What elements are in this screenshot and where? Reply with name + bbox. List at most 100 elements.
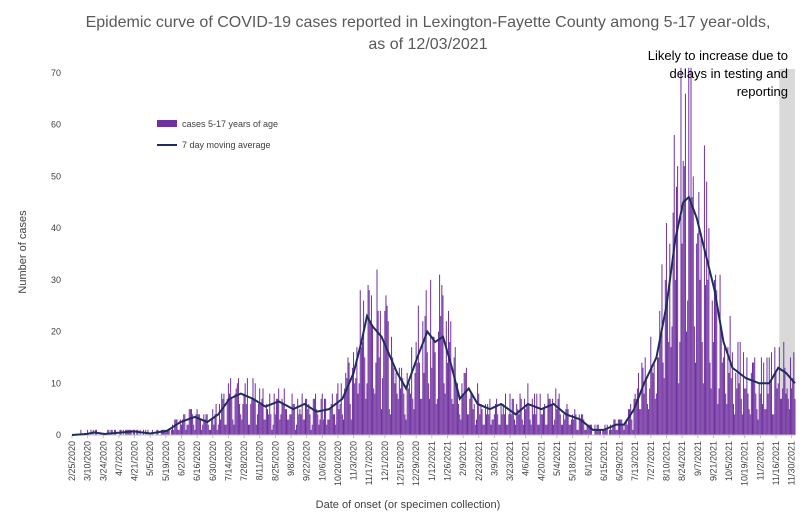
case-bar — [572, 414, 574, 435]
case-bar — [727, 347, 729, 435]
case-bar — [578, 414, 580, 435]
case-bar — [464, 372, 466, 435]
case-bar — [669, 243, 671, 435]
case-bar — [748, 409, 750, 435]
case-bar — [793, 352, 795, 435]
case-bar — [311, 424, 313, 435]
case-bar — [355, 378, 357, 435]
case-bar — [738, 383, 740, 435]
case-bar — [293, 403, 295, 435]
case-bar — [499, 424, 501, 435]
case-bar — [734, 414, 736, 435]
case-bar — [309, 414, 311, 435]
case-bar — [275, 398, 277, 435]
case-bar — [322, 419, 324, 435]
case-bar — [661, 264, 663, 435]
case-bar — [679, 341, 681, 435]
case-bar — [746, 357, 748, 435]
case-bar — [107, 429, 109, 435]
case-bar — [697, 233, 699, 435]
case-bar — [544, 403, 546, 435]
case-bar — [222, 398, 224, 435]
case-bar — [224, 424, 226, 435]
x-tick-label: 6/29/2021 — [615, 441, 625, 481]
x-tick-label: 9/8/2020 — [286, 441, 296, 476]
case-bar — [575, 414, 577, 435]
case-bar — [417, 305, 419, 435]
x-tick-label: 8/24/2021 — [677, 441, 687, 481]
case-bar — [506, 424, 508, 435]
case-bar — [479, 414, 481, 435]
y-tick-label: 50 — [51, 171, 61, 181]
case-bar — [772, 414, 774, 435]
case-bar — [251, 398, 253, 435]
x-tick-label: 5/4/2021 — [552, 441, 562, 476]
case-bar — [184, 414, 186, 435]
x-tick-label: 7/13/2021 — [630, 441, 640, 481]
case-bar — [380, 409, 382, 435]
case-bar — [342, 419, 344, 435]
case-bar — [269, 393, 271, 435]
annotation-line-2: delays in testing and — [669, 66, 788, 81]
x-tick-label: 7/27/2021 — [646, 441, 656, 481]
case-bar — [329, 409, 331, 435]
case-bar — [776, 388, 778, 435]
x-tick-label: 2/9/2021 — [458, 441, 468, 476]
case-bar — [664, 279, 666, 435]
case-bar — [783, 341, 785, 435]
case-bar — [501, 414, 503, 435]
case-bar — [364, 357, 366, 435]
case-bar — [749, 414, 751, 435]
case-bar — [610, 424, 612, 435]
case-bar — [383, 341, 385, 435]
case-bar — [348, 362, 350, 435]
case-bar — [288, 419, 290, 435]
x-tick-label: 7/28/2020 — [239, 441, 249, 481]
case-bar — [313, 398, 315, 435]
case-bar — [511, 398, 513, 435]
case-bar — [774, 347, 776, 435]
case-bar — [532, 414, 534, 435]
case-bar — [680, 67, 682, 435]
case-bar — [202, 424, 204, 435]
case-bar — [323, 398, 325, 435]
case-bar — [558, 393, 560, 435]
case-bar — [212, 409, 214, 435]
case-bar — [206, 414, 208, 435]
case-bar — [529, 419, 531, 435]
case-bar — [775, 372, 777, 435]
case-bar — [407, 388, 409, 435]
case-bar — [725, 393, 727, 435]
case-bar — [415, 341, 417, 435]
case-bar — [401, 367, 403, 435]
case-bar — [193, 424, 195, 435]
x-tick-label: 5/18/2021 — [568, 441, 578, 481]
case-bar — [682, 160, 684, 435]
case-bar — [404, 414, 406, 435]
case-bar — [583, 419, 585, 435]
case-bar — [382, 378, 384, 435]
case-bar — [350, 419, 352, 435]
case-bar — [497, 414, 499, 435]
case-bar — [662, 362, 664, 435]
case-bar — [234, 393, 236, 435]
case-bar — [559, 414, 561, 435]
case-bar — [377, 310, 379, 435]
case-bar — [488, 414, 490, 435]
case-bar — [281, 398, 283, 435]
case-bar — [432, 336, 434, 435]
case-bar — [709, 362, 711, 435]
y-tick-label: 10 — [51, 378, 61, 388]
x-tick-label: 4/6/2021 — [521, 441, 531, 476]
case-bar — [730, 378, 732, 435]
case-bar — [191, 409, 193, 435]
case-bar — [758, 383, 760, 435]
case-bar — [186, 424, 188, 435]
case-bar — [516, 403, 518, 435]
case-bar — [320, 398, 322, 435]
case-bar — [616, 429, 618, 435]
case-bar — [385, 295, 387, 435]
case-bar — [294, 429, 296, 435]
case-bar — [230, 378, 232, 435]
case-bar — [675, 186, 677, 435]
